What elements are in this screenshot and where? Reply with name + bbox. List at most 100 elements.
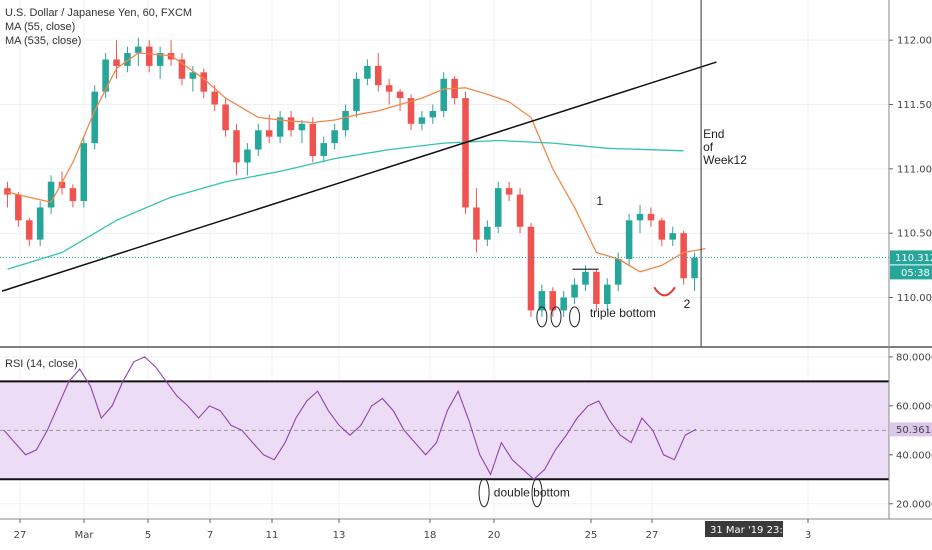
candle-body <box>505 188 513 195</box>
time-axis[interactable]: 27 Mar 5 7 11 13 18 20 25 27 3 <box>14 519 812 541</box>
time-tick-label: 5 <box>145 530 151 541</box>
candle-body <box>91 91 98 144</box>
ma535-line <box>7 139 684 270</box>
double-bottom-markers <box>478 478 543 508</box>
candle-body <box>124 53 131 66</box>
candle <box>189 65 197 92</box>
rsi-axis[interactable]: 80.0000 60.0000 40.0000 20.0000 <box>889 352 932 510</box>
candle <box>484 220 491 247</box>
candle <box>80 136 88 208</box>
candle <box>527 222 535 317</box>
candle <box>102 53 109 99</box>
end-of-week-label-line2: of <box>703 140 714 154</box>
candle <box>538 284 546 317</box>
candle-body <box>407 98 415 124</box>
chart-title: U.S. Dollar / Japanese Yen, 60, FXCM <box>5 7 193 19</box>
candle <box>233 123 240 176</box>
candle <box>473 188 480 253</box>
candle <box>560 291 567 317</box>
price-tick-label: 112.000 <box>897 36 932 47</box>
candle-body <box>625 220 633 259</box>
candle-body <box>47 181 55 208</box>
candle-body <box>374 65 382 86</box>
candle-body <box>647 213 655 221</box>
candle-body <box>211 91 218 105</box>
candle <box>320 136 328 163</box>
ma55-line <box>7 52 706 273</box>
trendline[interactable] <box>1 61 717 292</box>
rsi-tick-label: 60.0000 <box>896 401 932 412</box>
candle-body <box>604 284 611 304</box>
candle <box>135 37 142 66</box>
time-tick-label: 11 <box>266 530 279 541</box>
candle-body <box>538 291 546 311</box>
candle <box>36 201 44 247</box>
candle-body <box>102 59 109 92</box>
candle <box>200 68 208 99</box>
candle-body <box>582 271 589 285</box>
candle <box>342 104 349 137</box>
candle-body <box>156 53 164 66</box>
candle-body <box>669 233 677 240</box>
candle-body <box>58 181 66 189</box>
candle <box>255 123 262 156</box>
candle <box>636 204 644 234</box>
candle <box>298 119 306 144</box>
candle <box>680 230 687 285</box>
candle <box>145 40 153 73</box>
candle-body <box>614 258 622 285</box>
time-tick-label: 3 <box>805 530 811 541</box>
candle <box>516 188 524 234</box>
ma55-legend: MA (55, close) <box>5 21 76 33</box>
candle-body <box>298 123 306 131</box>
candle <box>691 252 698 292</box>
candle <box>571 278 578 304</box>
candle <box>4 181 11 208</box>
price-tick-label: 111.000 <box>897 164 932 175</box>
candle-body <box>200 72 208 92</box>
candle <box>222 98 229 137</box>
end-of-week-label-line1: End <box>703 127 724 141</box>
candle-body <box>658 220 666 240</box>
candle <box>407 94 415 131</box>
candle-body <box>484 226 491 240</box>
candle <box>309 117 317 163</box>
candle-body <box>69 188 77 202</box>
candle <box>211 85 218 111</box>
candle-body <box>571 284 578 298</box>
candle-body <box>135 46 142 54</box>
time-tick-label: 13 <box>333 530 346 541</box>
price-tick-label: 110.000 <box>897 293 932 304</box>
triple-bottom-circle <box>569 306 581 328</box>
double-bottom-circle <box>531 478 543 508</box>
double-bottom-circle <box>478 478 490 508</box>
candle <box>494 181 502 234</box>
candle <box>287 110 295 137</box>
candle <box>429 104 437 124</box>
candle <box>91 85 98 150</box>
candle <box>364 59 371 86</box>
candle <box>549 287 557 317</box>
candle <box>69 184 77 208</box>
candle <box>505 181 513 202</box>
candle <box>625 213 633 266</box>
rsi-value-badge <box>890 422 932 437</box>
annotation-point-2: 2 <box>684 297 691 311</box>
candle <box>25 217 33 247</box>
last-price-value: 110.312 <box>895 253 932 264</box>
countdown-value: 05:38 <box>901 268 930 279</box>
candle-body <box>113 59 120 66</box>
price-axis[interactable]: 112.000 111.500 111.000 110.500 110.000 <box>889 36 932 304</box>
candle-body <box>309 123 317 156</box>
triple-bottom-label: triple bottom <box>590 306 656 320</box>
candle-body <box>25 220 33 240</box>
candle <box>658 217 666 247</box>
candle <box>47 175 55 214</box>
cursor-time-label: 31 Mar '19 23:00 <box>710 525 795 536</box>
cursor-time-badge <box>705 521 783 537</box>
candle-body <box>385 85 393 92</box>
candlestick-series <box>4 37 698 317</box>
candle <box>396 89 404 111</box>
candle-body <box>636 213 644 221</box>
